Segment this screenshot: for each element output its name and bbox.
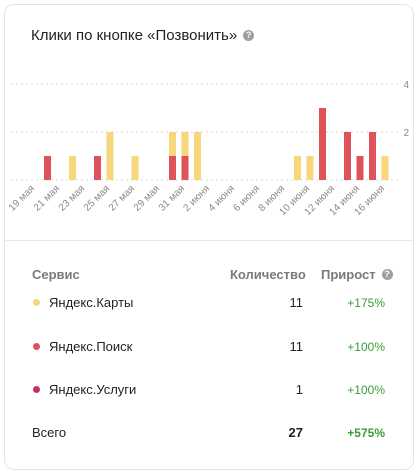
bar-yellow (194, 132, 201, 180)
card-title: Клики по кнопке «Позвонить» (31, 27, 238, 44)
services-color-dot (33, 386, 40, 393)
bar-yellow (106, 132, 114, 180)
x-tick-label: 29 мая (132, 183, 162, 213)
bar-red (94, 156, 101, 180)
y-tick-label: 4 (403, 80, 409, 91)
x-tick-label: 25 мая (82, 183, 112, 213)
row-total-count: 27 (288, 425, 303, 440)
header-count: Количество (230, 267, 306, 282)
x-tick-label: 21 мая (32, 183, 62, 213)
card-header: Клики по кнопке «Позвонить» ? (31, 27, 255, 44)
maps-color-dot (33, 299, 40, 306)
row-services-growth: +100% (347, 383, 385, 397)
row-maps-growth: +175% (347, 296, 385, 310)
growth-help-icon[interactable]: ? (381, 269, 393, 280)
row-maps-label: Яндекс.Карты (49, 295, 134, 310)
row-total: Всего (32, 425, 66, 440)
divider (5, 240, 413, 241)
x-tick-label: 31 мая (157, 183, 187, 213)
x-tick-label: 19 мая (7, 183, 37, 213)
x-tick-label: 6 июня (231, 183, 262, 214)
row-services-label: Яндекс.Услуги (49, 382, 137, 397)
clicks-card: Клики по кнопке «Позвонить» ? 4 2 19 мая 21… (4, 4, 414, 470)
bar-red (369, 132, 376, 180)
bar-red (344, 132, 351, 180)
bar-yellow (381, 156, 389, 180)
header-growth-label: Прирост (321, 267, 376, 282)
row-search-label: Яндекс.Поиск (49, 339, 133, 354)
bar-red (319, 108, 326, 180)
bar-yellow (181, 132, 189, 156)
row-total-growth: +575% (347, 426, 385, 440)
row-maps-count: 11 (289, 295, 304, 310)
row-search: Яндекс.Поиск (33, 339, 132, 354)
bar-red (169, 156, 176, 180)
row-services-count: 1 (295, 382, 303, 397)
bar-yellow (306, 156, 314, 180)
x-tick-label: 4 июня (206, 183, 237, 214)
row-search-growth: +100% (347, 340, 385, 354)
y-tick-label: 2 (403, 128, 409, 139)
bar-yellow (69, 156, 76, 180)
bar-yellow (169, 132, 176, 156)
row-maps: Яндекс.Карты (33, 295, 133, 310)
bar-yellow (294, 156, 301, 180)
x-tick-label: 2 июня (181, 183, 212, 214)
header-service: Сервис (32, 267, 80, 282)
row-services: Яндекс.Услуги (33, 382, 136, 397)
search-color-dot (33, 343, 40, 350)
x-tick-label: 27 мая (107, 183, 137, 213)
bar-red (181, 156, 189, 180)
bar-yellow (131, 156, 139, 180)
x-tick-label: 23 мая (57, 183, 87, 213)
bar-red (356, 156, 364, 180)
header-growth: Прирост ? (321, 267, 393, 282)
bar-red (44, 156, 51, 180)
row-total-label: Всего (32, 425, 67, 440)
row-search-count: 11 (289, 339, 304, 354)
help-icon[interactable]: ? (243, 30, 255, 41)
